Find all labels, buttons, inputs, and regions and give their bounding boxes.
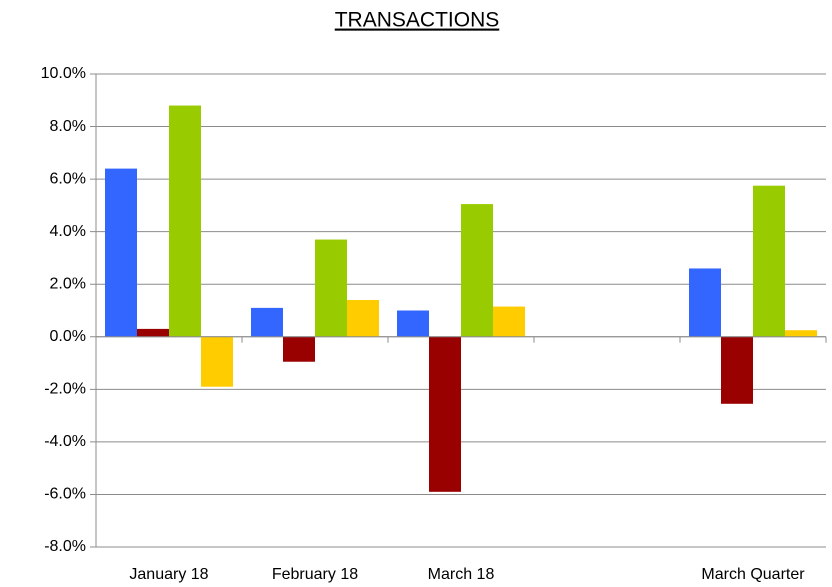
x-tick-label: January 18: [129, 566, 208, 583]
chart-title: TRANSACTIONS: [335, 9, 500, 32]
y-tick-label: 6.0%: [50, 170, 86, 187]
bar: [721, 336, 753, 404]
bar: [753, 185, 785, 337]
bar: [283, 336, 315, 362]
bar: [689, 268, 721, 337]
x-tick-label: February 18: [272, 566, 358, 583]
bar: [461, 204, 493, 337]
y-tick-label: -2.0%: [44, 381, 86, 398]
bar: [251, 307, 283, 337]
y-tick-label: -8.0%: [44, 538, 86, 555]
bar: [105, 168, 137, 337]
y-tick-label: 4.0%: [50, 223, 86, 240]
bar: [397, 310, 429, 337]
x-tick-label: March 18: [428, 566, 495, 583]
bar: [169, 105, 201, 337]
bar: [493, 306, 525, 337]
x-tick-label: March Quarter: [701, 566, 805, 583]
y-tick-label: 10.0%: [41, 65, 86, 82]
bar: [201, 336, 233, 387]
y-tick-label: 0.0%: [50, 328, 86, 345]
y-tick-label: 8.0%: [50, 118, 86, 135]
bar: [429, 336, 461, 492]
y-tick-label: -4.0%: [44, 433, 86, 450]
bar: [137, 328, 169, 337]
bar: [347, 299, 379, 337]
bar: [785, 330, 817, 337]
bar: [315, 239, 347, 337]
y-tick-label: -6.0%: [44, 486, 86, 503]
y-tick-label: 2.0%: [50, 275, 86, 292]
